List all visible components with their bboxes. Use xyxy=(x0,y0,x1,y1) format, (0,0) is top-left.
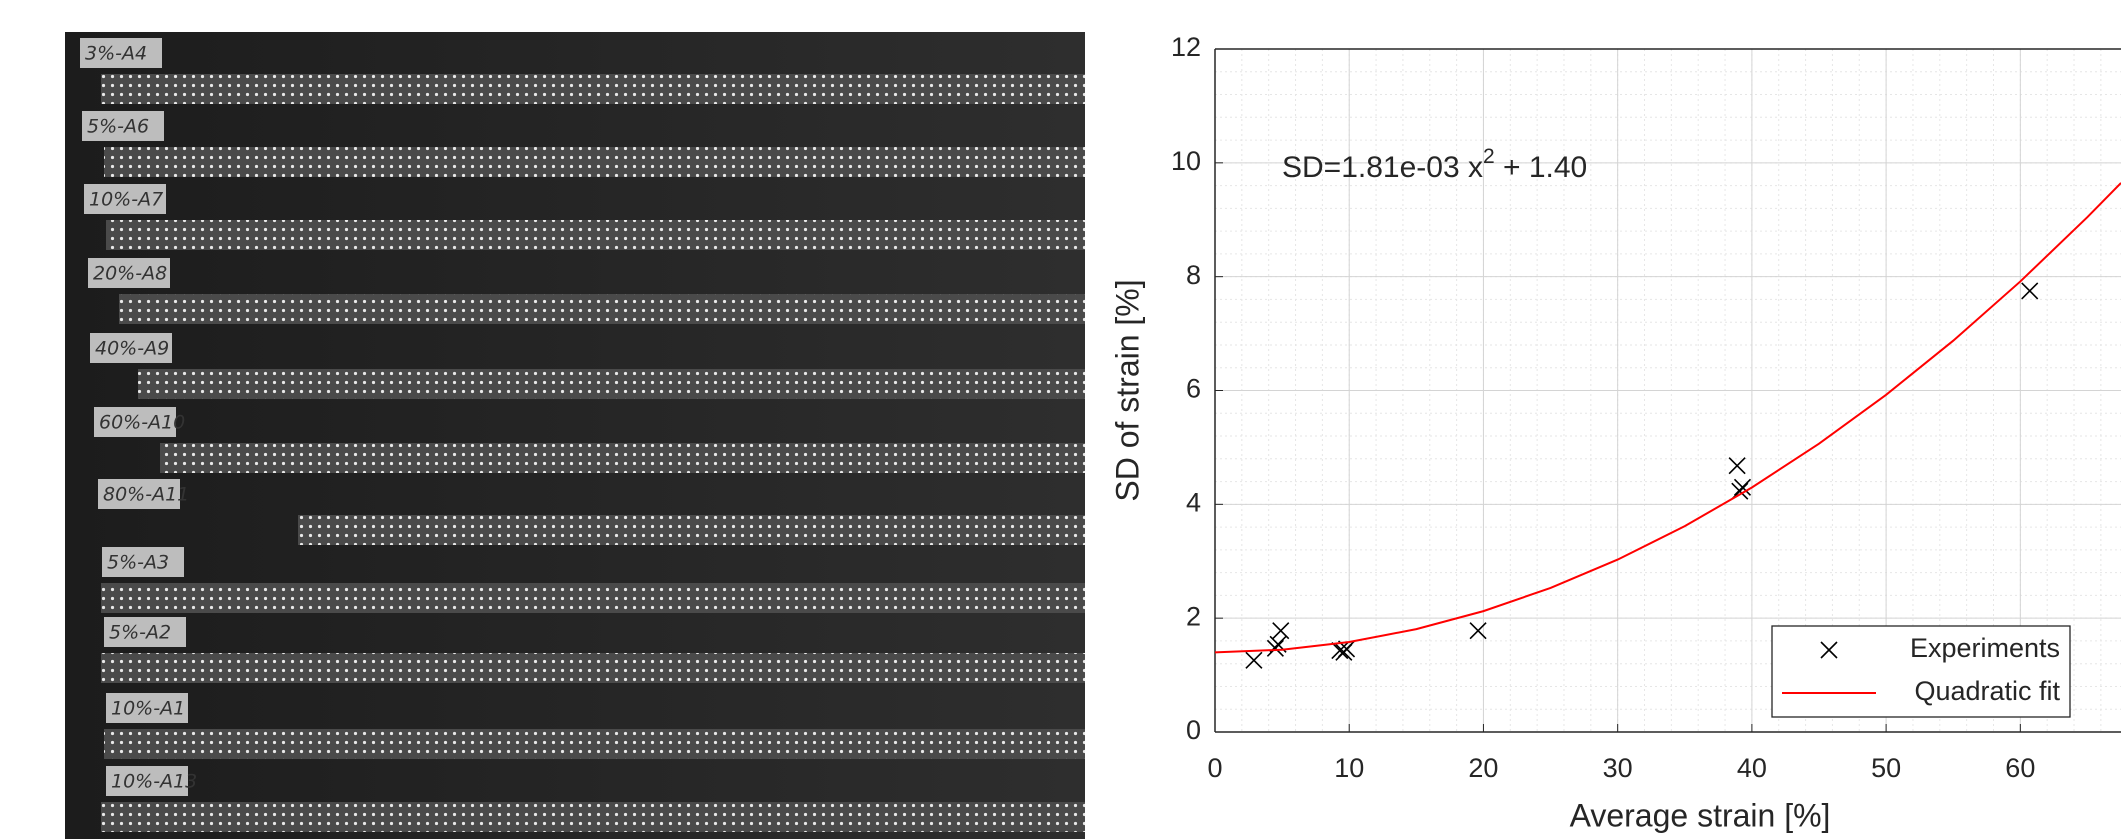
data-point xyxy=(1469,622,1487,640)
x-tick-label: 20 xyxy=(1468,753,1498,783)
strip-dots xyxy=(104,729,1085,759)
label-tag xyxy=(80,38,162,68)
data-point xyxy=(1266,639,1284,657)
label-tag xyxy=(102,547,184,577)
specimen-label: 10%-A7 xyxy=(89,189,163,211)
x-tick-label: 40 xyxy=(1737,753,1767,783)
specimen-label: 20%-A8 xyxy=(93,263,167,285)
x-tick-label: 30 xyxy=(1603,753,1633,783)
x-axis-label: Average strain [%] xyxy=(1570,797,1831,833)
specimen-label: 5%-A2 xyxy=(109,622,171,644)
label-tag xyxy=(98,479,180,509)
y-tick-label: 8 xyxy=(1186,260,1201,290)
y-tick-label: 4 xyxy=(1186,487,1201,517)
strip-dots xyxy=(101,583,1085,613)
y-axis-label: SD of strain [%] xyxy=(1109,279,1145,501)
x-tick-label: 50 xyxy=(1871,753,1901,783)
annotation-text: SD=1.81e-03 x xyxy=(1282,151,1483,184)
fit-line xyxy=(1214,182,2121,654)
specimen-photo: 3%-A4 5%-A6 10%-A7 20%-A8 40%-A9 60%-A10 80%-A… xyxy=(65,32,1085,839)
strip-dots xyxy=(160,443,1085,473)
x-tick-label: 60 xyxy=(2005,753,2035,783)
legend-swatch xyxy=(1820,641,1838,659)
specimen-label: 10%-A1 xyxy=(111,698,185,720)
legend-box xyxy=(1771,625,2071,718)
label-tag xyxy=(106,693,188,723)
y-tick-label: 10 xyxy=(1171,146,1201,176)
label-tag xyxy=(106,766,188,796)
strip-dots xyxy=(106,220,1085,250)
label-tag xyxy=(82,111,164,141)
x-tick-label: 0 xyxy=(1207,753,1222,783)
annotation-rest: + 1.40 xyxy=(1495,151,1588,184)
label-tag xyxy=(90,333,172,363)
x-tick-label: 10 xyxy=(1334,753,1364,783)
data-point xyxy=(2021,282,2039,300)
y-tick-label: 0 xyxy=(1186,715,1201,745)
data-point xyxy=(1733,478,1752,496)
strip-dots xyxy=(101,74,1085,104)
strip-dots xyxy=(138,369,1085,399)
specimen-label: 3%-A4 xyxy=(85,43,147,65)
label-tag xyxy=(84,184,166,214)
label-tag xyxy=(104,617,186,647)
y-tick-label: 2 xyxy=(1186,601,1201,631)
specimen-label: 60%-A10 xyxy=(99,412,185,434)
annotation-sup: 2 xyxy=(1483,145,1495,168)
specimen-label: 40%-A9 xyxy=(95,338,169,360)
strip-dots xyxy=(298,515,1085,545)
strip-dots xyxy=(101,802,1085,832)
label-tag xyxy=(94,407,176,437)
data-point xyxy=(1245,651,1263,669)
strip-dots xyxy=(101,653,1085,683)
specimen-label: 5%-A3 xyxy=(107,552,169,574)
chart: 0 10 20 30 40 50 60 0 2 4 6 8 10 12 Average strain [%]… xyxy=(1109,32,2121,833)
legend-label: Experiments xyxy=(1910,633,2060,663)
specimen-label: 10%-A13 xyxy=(111,771,197,793)
specimen-label: 80%-A11 xyxy=(103,484,189,506)
strip-dots xyxy=(119,294,1085,324)
y-tick-label: 12 xyxy=(1171,32,1201,62)
strip-dots xyxy=(104,147,1085,177)
annotation: SD=1.81e-03 x2 + 1.40 xyxy=(1282,145,1587,184)
y-tick-label: 6 xyxy=(1186,374,1201,404)
label-tag xyxy=(88,258,170,288)
data-point xyxy=(1331,642,1349,660)
legend-label: Quadratic fit xyxy=(1914,676,2060,706)
data-point xyxy=(1272,622,1290,640)
specimen-label: 5%-A6 xyxy=(87,116,149,138)
data-point xyxy=(1728,457,1746,475)
